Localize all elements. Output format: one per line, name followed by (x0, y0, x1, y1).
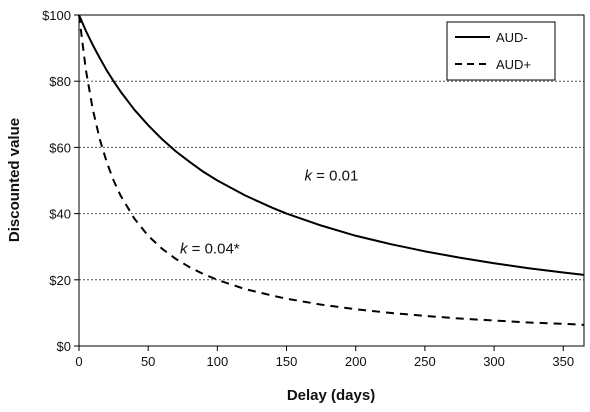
y-tick-label-60: $60 (49, 140, 71, 155)
y-tick-label-20: $20 (49, 273, 71, 288)
x-tick-label-350: 350 (552, 354, 574, 369)
y-tick-label-80: $80 (49, 74, 71, 89)
x-tick-label-250: 250 (414, 354, 436, 369)
annotation-k-1: k = 0.04* (180, 240, 240, 257)
x-tick-label-150: 150 (276, 354, 298, 369)
x-tick-label-300: 300 (483, 354, 505, 369)
annotation-k-value: = 0.01 (312, 168, 358, 185)
x-tick-label-0: 0 (75, 354, 82, 369)
annotation-k-symbol: k (180, 240, 189, 257)
plot-frame (78, 14, 585, 347)
y-tick-label-0: $0 (57, 339, 71, 354)
legend-label-aud-plus: AUD+ (496, 57, 531, 72)
annotations: k = 0.01k = 0.04* (180, 168, 358, 258)
series-line-aud-plus (78, 14, 585, 326)
y-tick-label-100: $100 (42, 8, 71, 23)
legend: AUD- AUD+ (446, 21, 556, 81)
legend-label-aud-minus: AUD- (496, 30, 528, 45)
legend-box (446, 21, 556, 81)
x-tick-label-100: 100 (207, 354, 229, 369)
x-axis-title: Delay (days) (287, 387, 375, 404)
annotation-k-0: k = 0.01 (305, 168, 359, 185)
series-lines (78, 14, 585, 326)
y-tick-label-40: $40 (49, 207, 71, 222)
x-tick-label-50: 50 (141, 354, 155, 369)
tick-labels: 0 50 100 150 200 250 300 350 $0 $20 $40 $60 $80 $100 (42, 8, 574, 369)
annotation-k-value: = 0.04* (188, 240, 240, 257)
axes (74, 14, 585, 351)
y-axis-title: Discounted value (6, 118, 23, 242)
annotation-k-symbol: k (305, 168, 314, 185)
x-tick-label-200: 200 (345, 354, 367, 369)
series-line-aud-minus (78, 14, 585, 276)
